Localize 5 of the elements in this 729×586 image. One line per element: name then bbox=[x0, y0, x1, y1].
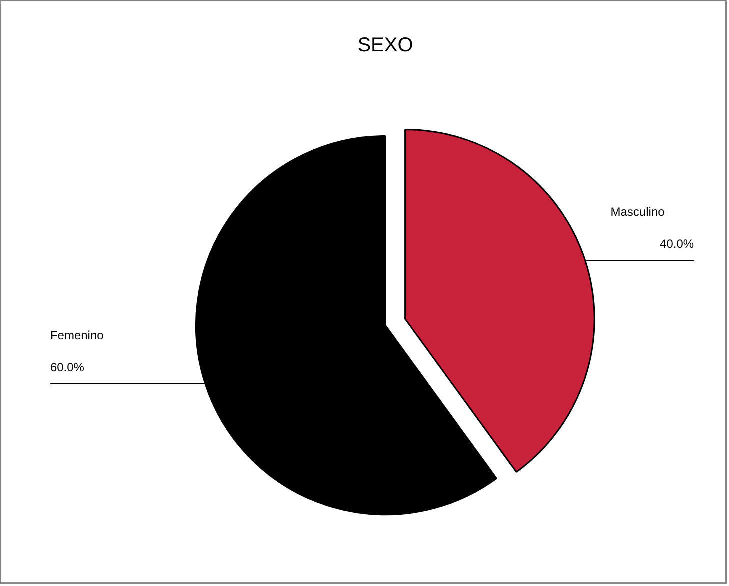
slice-label: Masculino bbox=[610, 204, 666, 219]
data-label: 40.0% bbox=[660, 237, 694, 252]
slice-label: Femenino bbox=[50, 328, 104, 342]
data-label: 60.0% bbox=[50, 360, 85, 375]
chart-title: SEXO bbox=[358, 34, 414, 56]
